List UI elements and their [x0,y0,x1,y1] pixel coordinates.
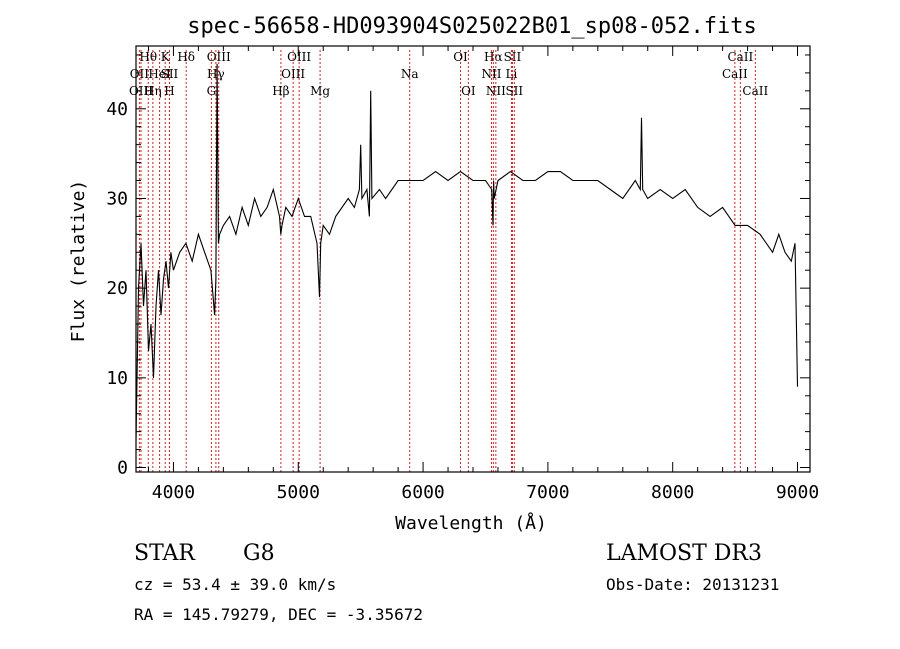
line-marker-label: Hθ [139,50,157,64]
line-marker-label: Li [506,67,518,81]
obs-date: Obs-Date: 20131231 [606,575,779,594]
line-marker-label: OII [130,67,150,81]
line-marker-label: Hη [144,84,162,98]
coordinates-text: RA = 145.79279, DEC = -3.35672 [134,605,423,624]
line-marker-label: OI [453,50,468,64]
line-marker-label: HeI [148,67,171,81]
x-tick-label: 6000 [401,482,444,503]
axis-ticks: 4000 5000 6000 7000 8000 9000 0 10 20 30 40 [106,46,819,503]
plot-frame [135,45,811,473]
line-marker-label: OIII [207,50,231,64]
chart-title: spec-56658-HD093904S025022B01_sp08-052.f… [187,14,757,39]
line-marker-label: OI [461,84,476,98]
y-tick-label: 20 [106,278,128,299]
line-marker-label: CaII [722,67,748,81]
line-marker-label: Hδ [177,50,195,64]
y-tick-label: 10 [106,368,128,389]
y-tick-label: 30 [106,188,128,209]
line-marker-label: SII [504,50,522,64]
line-marker-label: G [207,84,217,98]
line-marker-label: Mg [310,84,330,98]
line-marker-label: SII [505,84,523,98]
x-axis-label: Wavelength (Å) [395,512,547,534]
object-class: STAR [134,541,196,566]
line-marker-label: Hα [484,50,503,64]
line-marker-label: CaII [742,84,768,98]
line-marker-label: OIII [281,67,305,81]
survey-name: LAMOST DR3 [606,541,762,566]
x-tick-label: 5000 [277,482,320,503]
y-tick-label: 40 [106,99,128,120]
line-marker-label: H [164,84,174,98]
x-tick-label: 8000 [651,482,694,503]
line-marker-label: K [161,50,171,64]
x-tick-label: 4000 [152,482,195,503]
line-marker-label: Hγ [207,67,225,81]
line-marker-label: Hβ [272,84,289,98]
redshift-text: cz = 53.4 ± 39.0 km/s [134,575,336,594]
line-marker-label: NII [486,84,506,98]
y-axis-label: Flux (relative) [68,180,89,343]
line-marker-label: OIII [287,50,311,64]
line-marker-label: OIII [129,84,153,98]
line-marker-label: CaII [727,50,753,64]
x-tick-label: 9000 [776,482,819,503]
spectrum-line [135,63,799,441]
y-tick-label: 0 [117,458,128,479]
subclass: G8 [243,541,275,566]
x-tick-label: 7000 [526,482,569,503]
line-marker-label: NII [481,67,501,81]
line-marker-label: Na [401,67,419,81]
